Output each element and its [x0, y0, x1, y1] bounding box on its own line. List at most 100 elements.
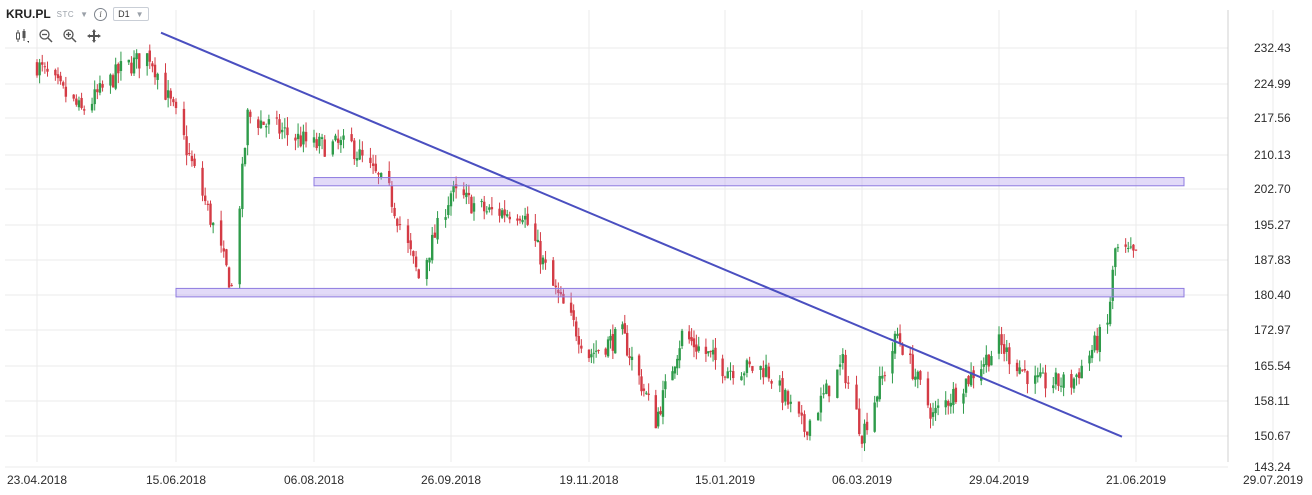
zoom-in-icon[interactable]	[62, 28, 78, 44]
candle-up	[740, 376, 743, 381]
candle-down	[350, 134, 353, 142]
candle-down	[278, 119, 281, 134]
candle-up	[630, 356, 634, 361]
candle-down	[56, 74, 60, 79]
candle-down	[54, 69, 57, 76]
candle-up	[1041, 372, 1045, 374]
candle-down	[1134, 249, 1138, 251]
candle-down	[569, 302, 573, 313]
x-tick-label: 29.04.2019	[969, 473, 1029, 487]
candle-down	[797, 401, 801, 414]
candle-up	[1090, 349, 1094, 359]
candle-up	[1005, 347, 1008, 352]
candle-up	[980, 369, 983, 381]
candle-up	[838, 364, 842, 367]
candle-down	[262, 121, 265, 125]
candle-up	[1080, 365, 1083, 379]
y-tick-label: 187.83	[1254, 253, 1291, 267]
candle-down	[390, 185, 394, 207]
candle-up	[931, 412, 935, 417]
candle-down	[860, 435, 864, 444]
candle-up	[320, 137, 324, 140]
candle-down	[315, 139, 318, 149]
candle-down	[304, 131, 308, 142]
candle-down	[967, 376, 970, 385]
candle-down	[172, 99, 175, 103]
candle-up	[109, 74, 112, 86]
candle-up	[590, 354, 593, 358]
candle-down	[323, 139, 326, 157]
candle-up	[759, 365, 762, 370]
timeframe-select[interactable]: D1 ▼	[113, 7, 149, 21]
candle-up	[985, 354, 988, 366]
candle-up	[166, 90, 170, 98]
candle-down	[275, 117, 279, 119]
candle-up	[1111, 269, 1114, 301]
candle-up	[379, 173, 383, 178]
candle-down	[640, 376, 643, 392]
symbol-label[interactable]: KRU.PL	[6, 7, 51, 21]
candle-down	[732, 371, 735, 379]
candle-down	[1070, 374, 1073, 388]
candle-down	[201, 167, 204, 196]
candle-up	[594, 350, 598, 352]
candle-down	[336, 138, 340, 143]
x-tick-label: 06.08.2018	[284, 473, 344, 487]
candle-up	[726, 371, 729, 379]
candle-up	[664, 381, 667, 390]
candle-down	[117, 63, 120, 74]
candle-down	[628, 356, 631, 359]
candle-down	[1000, 334, 1003, 346]
candle-down	[692, 338, 696, 348]
move-icon[interactable]	[86, 28, 102, 44]
candle-down	[169, 90, 172, 99]
candle-up	[944, 400, 947, 408]
candle-down	[642, 388, 646, 391]
candle-down	[43, 66, 47, 68]
candle-down	[151, 63, 154, 67]
candle-down	[688, 331, 691, 340]
candle-up	[1129, 246, 1133, 248]
zoom-out-icon[interactable]	[38, 28, 54, 44]
candle-up	[358, 149, 361, 160]
candle-up	[876, 396, 879, 402]
candle-down	[898, 333, 902, 343]
candle-up	[339, 140, 343, 146]
candle-up	[114, 64, 117, 89]
chevron-down-icon[interactable]: ▼	[80, 9, 89, 19]
candle-up	[119, 61, 123, 72]
candle-up	[949, 402, 952, 407]
candle-down	[219, 220, 223, 246]
candle-down	[954, 387, 958, 403]
candle-up	[729, 370, 732, 372]
candle-up	[841, 354, 845, 364]
y-axis: 232.43 224.99 217.56 210.13 202.70 195.27 187.…	[1254, 41, 1291, 474]
timeframe-value: D1	[118, 9, 130, 19]
candle-down	[539, 240, 542, 265]
candle-up	[1088, 355, 1091, 364]
info-icon[interactable]: i	[94, 7, 108, 21]
candle-down	[623, 323, 626, 334]
candle-up	[485, 211, 488, 213]
y-tick-label: 210.13	[1254, 148, 1291, 162]
grid-lines	[5, 10, 1274, 468]
candle-down	[827, 385, 831, 397]
candle-down	[80, 97, 83, 109]
candle-up	[990, 356, 993, 366]
candle-down	[1026, 371, 1029, 385]
candle-up	[280, 129, 284, 133]
candle-down	[59, 75, 62, 82]
candle-down	[637, 355, 641, 376]
candle-down	[470, 196, 473, 214]
candle-down	[806, 431, 809, 436]
candle-up	[825, 383, 828, 394]
candle-down	[393, 207, 396, 217]
candle-up	[969, 372, 973, 386]
candle-down	[414, 256, 418, 268]
candlestick-icon[interactable]	[14, 28, 30, 44]
candle-down	[1124, 244, 1127, 247]
candle-down	[516, 218, 519, 221]
candle-up	[500, 210, 504, 218]
candle-down	[209, 203, 212, 225]
